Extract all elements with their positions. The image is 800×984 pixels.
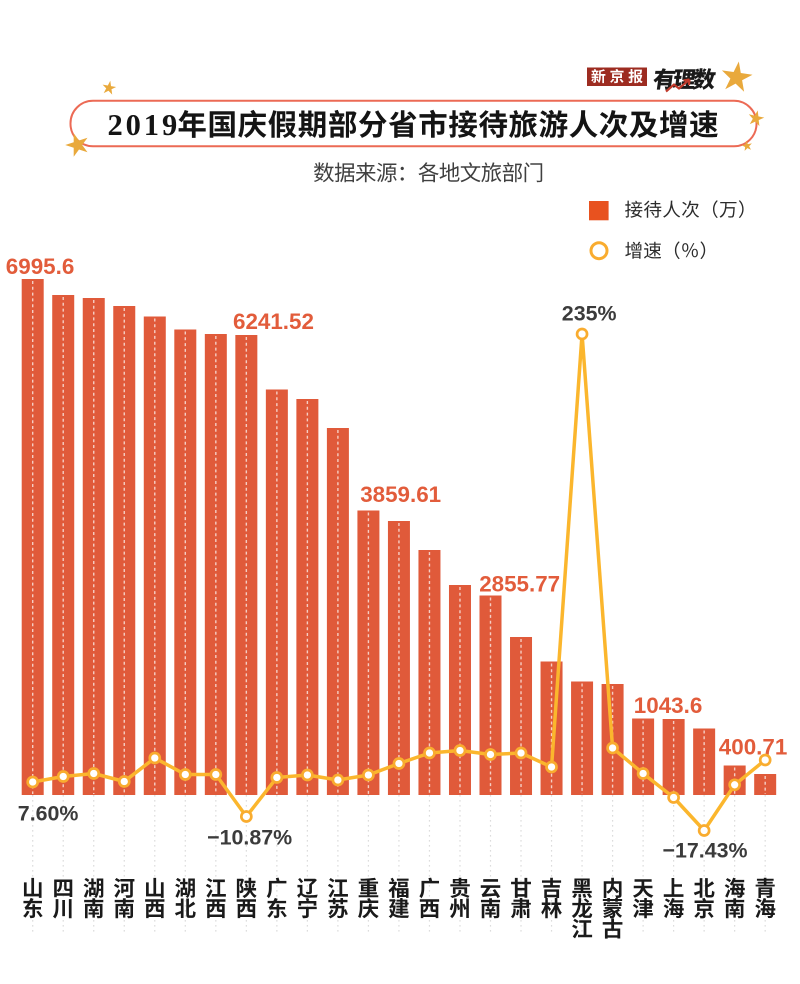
svg-text:−17.43%: −17.43% (663, 838, 748, 862)
svg-text:3859.61: 3859.61 (360, 482, 441, 507)
svg-text:−10.87%: −10.87% (207, 826, 292, 850)
svg-text:400.71: 400.71 (719, 735, 787, 760)
svg-text:6241.52: 6241.52 (233, 309, 314, 334)
svg-text:2855.77: 2855.77 (479, 572, 560, 597)
svg-text:2019: 2019 (108, 108, 181, 142)
svg-text:1043.6: 1043.6 (634, 693, 702, 718)
svg-text:7.60%: 7.60% (18, 801, 79, 825)
svg-text:235%: 235% (562, 302, 617, 326)
svg-text:6995.6: 6995.6 (6, 254, 74, 279)
